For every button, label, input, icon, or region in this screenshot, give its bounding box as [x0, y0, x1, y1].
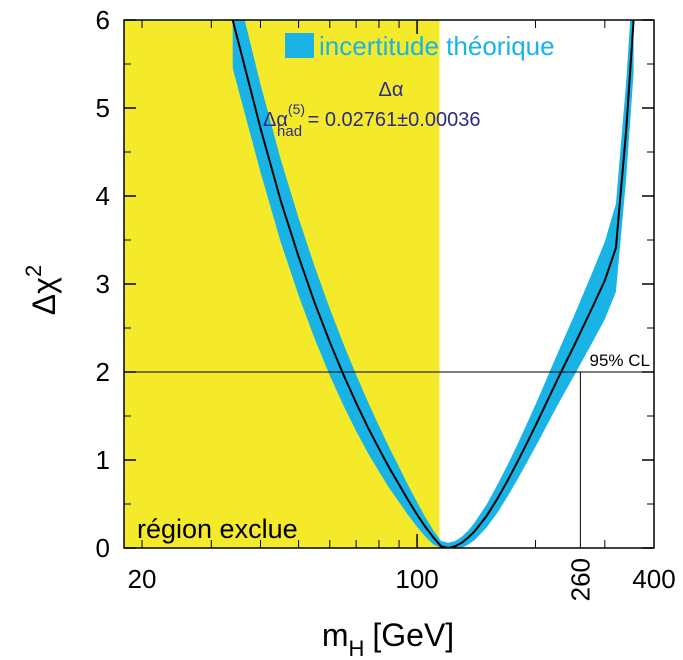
cl-label: 95% CL: [590, 351, 650, 370]
excluded-region-label: région exclue: [137, 514, 298, 544]
x-axis-title-subscript: H: [348, 636, 364, 660]
formula-prefix: Δα: [263, 109, 288, 131]
x-axis-title-unit: [GeV]: [372, 617, 454, 653]
x-tick-label: 100: [395, 564, 438, 594]
y-tick-label: 6: [96, 5, 110, 35]
y-tick-label: 1: [96, 445, 110, 475]
delta-alpha-annotation: Δα: [379, 79, 404, 101]
y-axis-title-main: Δχ: [26, 277, 62, 315]
uncertainty-band: [232, 20, 634, 548]
alpha-had-formula: Δα(5) had = 0.02761±0.00036: [263, 101, 480, 140]
legend-label: incertitude théorique: [319, 31, 555, 61]
formula-equals: =: [302, 109, 325, 131]
x-tick-label: 260: [565, 558, 595, 601]
y-tick-label: 5: [96, 93, 110, 123]
y-tick-label: 4: [96, 181, 110, 211]
y-tick-label: 0: [96, 533, 110, 563]
x-axis-title: mH [GeV]: [322, 617, 454, 660]
y-tick-label: 3: [96, 269, 110, 299]
y-axis-title-superscript: 2: [21, 265, 46, 277]
x-axis-title-main: m: [322, 617, 349, 653]
y-axis: 0 1 2 3 4 5 6: [96, 5, 654, 563]
formula-value: 0.02761: [325, 109, 397, 131]
y-tick-label: 2: [96, 357, 110, 387]
formula-superscript: (5): [288, 101, 305, 117]
legend-swatch: [285, 33, 314, 58]
chi2-curve: [231, 20, 635, 548]
y-axis-title: Δχ2: [21, 265, 62, 315]
formula-subscript: had: [277, 123, 302, 140]
x-axis: 20 100 260 400: [128, 20, 676, 601]
x-tick-label: 400: [632, 564, 675, 594]
x-tick-label: 20: [128, 564, 157, 594]
formula-uncertainty: ±0.00036: [397, 109, 480, 131]
